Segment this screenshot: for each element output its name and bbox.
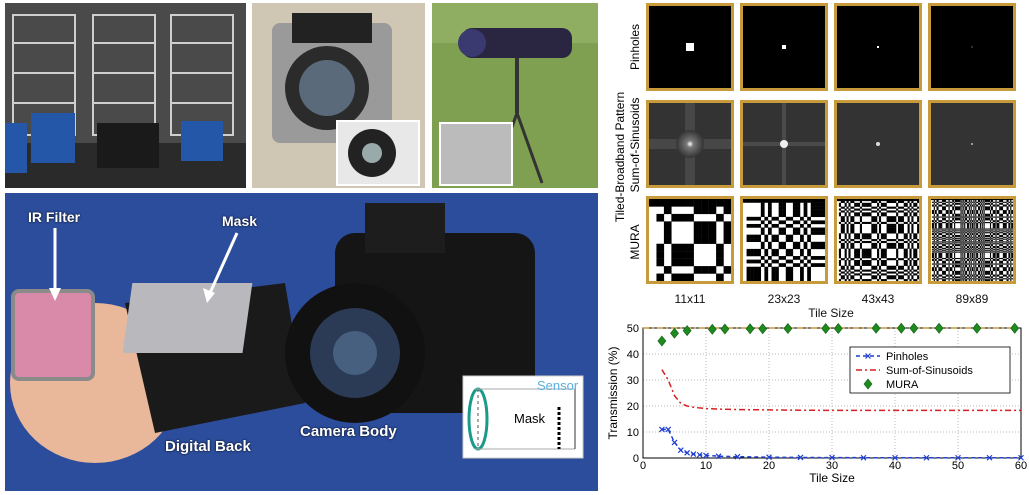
transmission-chart: 0 10 20 30 40 50 60 0 10 20 30 40 50 Tile Size Transmi… bbox=[606, 322, 1027, 485]
outdoor-tripod-photo bbox=[432, 3, 598, 188]
medium-format-camera-photo bbox=[5, 193, 598, 491]
sinusoid-tile bbox=[834, 100, 922, 188]
data-point-mura bbox=[934, 322, 944, 334]
legend-box bbox=[849, 346, 1011, 394]
row-label-pinholes: Pinholes bbox=[628, 23, 642, 71]
data-point-pinholes bbox=[715, 453, 722, 460]
data-point-pinholes bbox=[860, 454, 867, 461]
data-point-mura bbox=[670, 327, 679, 339]
x-tick-label: 20 bbox=[763, 460, 775, 472]
x-tick-label: 40 bbox=[889, 460, 901, 472]
data-point-mura bbox=[758, 323, 768, 335]
pinhole-tile bbox=[834, 3, 922, 91]
series-line-sum-of-sinusoids bbox=[661, 369, 1021, 412]
x-tick-label: 50 bbox=[952, 460, 964, 472]
x-tick-label: 10 bbox=[700, 460, 712, 472]
y-tick-label: 40 bbox=[627, 349, 639, 361]
legend-entry: MURA bbox=[886, 379, 919, 391]
data-point-mura bbox=[972, 322, 982, 334]
data-point-mura bbox=[783, 323, 793, 335]
data-point-mura bbox=[821, 323, 831, 335]
y-axis-label: Transmission (%) bbox=[606, 347, 620, 440]
digital-back-label: Digital Back bbox=[165, 438, 251, 455]
x-tick-label: 60 bbox=[1015, 460, 1027, 472]
camera-mount-photo bbox=[252, 3, 425, 188]
y-tick-label: 0 bbox=[633, 453, 639, 465]
data-point-pinholes bbox=[766, 454, 772, 461]
data-point-mura bbox=[1010, 322, 1020, 334]
row-label-mura: MURA bbox=[628, 224, 642, 260]
y-tick-label: 10 bbox=[627, 427, 639, 439]
pinhole-tile bbox=[646, 3, 734, 91]
legend-marker-pinholes bbox=[865, 353, 871, 359]
inset-sensor-label: Sensor bbox=[537, 378, 579, 393]
data-point-pinholes bbox=[665, 426, 672, 433]
legend-swatch-mura bbox=[863, 378, 873, 390]
data-point-pinholes bbox=[671, 439, 678, 446]
y-tick-label: 30 bbox=[627, 375, 639, 387]
data-point-mura bbox=[871, 322, 881, 334]
ir-filter-label: IR Filter bbox=[28, 209, 81, 225]
mura-tile bbox=[834, 196, 922, 284]
data-point-mura bbox=[896, 322, 906, 334]
pinhole-tile bbox=[928, 3, 1016, 91]
x-tick-label: 30 bbox=[826, 460, 838, 472]
data-point-pinholes bbox=[690, 451, 697, 458]
data-point-pinholes bbox=[734, 453, 741, 460]
x-axis-label: Tile Size bbox=[809, 471, 855, 485]
data-point-mura bbox=[707, 323, 717, 335]
camera-body-label: Camera Body bbox=[300, 423, 397, 440]
data-point-pinholes bbox=[696, 451, 703, 458]
data-point-mura bbox=[657, 335, 667, 347]
column-label-89x89: 89x89 bbox=[955, 292, 989, 306]
y-tick-label: 20 bbox=[627, 401, 639, 413]
pattern-grid-xlabel: Tile Size bbox=[808, 306, 854, 320]
data-point-pinholes bbox=[684, 449, 691, 456]
sinusoid-tile bbox=[740, 100, 828, 188]
pattern-group-label: Tiled-Broadband Pattern bbox=[613, 91, 627, 223]
x-tick-label: 0 bbox=[640, 460, 646, 472]
data-point-pinholes bbox=[1018, 454, 1024, 461]
sinusoid-tile bbox=[928, 100, 1016, 188]
sinusoid-tile bbox=[646, 100, 734, 188]
data-point-pinholes bbox=[923, 454, 930, 461]
mura-tile bbox=[646, 196, 734, 284]
data-point-mura bbox=[745, 323, 755, 335]
column-label-43x43: 43x43 bbox=[861, 292, 895, 306]
data-point-pinholes bbox=[892, 454, 898, 461]
data-point-mura bbox=[909, 322, 919, 334]
column-label-11x11: 11x11 bbox=[674, 292, 706, 306]
mask-label: Mask bbox=[222, 213, 258, 229]
data-point-pinholes bbox=[955, 454, 961, 461]
data-point-pinholes bbox=[797, 454, 804, 461]
legend-entry: Sum-of-Sinusoids bbox=[886, 365, 973, 377]
data-point-pinholes bbox=[829, 454, 835, 461]
series-line-pinholes bbox=[661, 428, 1021, 459]
y-tick-label: 50 bbox=[627, 323, 639, 335]
column-label-23x23: 23x23 bbox=[767, 292, 801, 306]
inset-mask-label: Mask bbox=[514, 411, 546, 426]
mura-tile bbox=[928, 196, 1016, 284]
pinhole-tile bbox=[740, 3, 828, 91]
data-point-pinholes bbox=[677, 447, 684, 454]
camera-array-photo bbox=[5, 3, 246, 188]
data-point-pinholes bbox=[658, 426, 665, 433]
data-point-mura bbox=[720, 323, 730, 335]
legend-entry: Pinholes bbox=[886, 351, 929, 363]
row-label-sum-of-sinusoids: Sum-of-Sinusoids bbox=[628, 97, 642, 193]
data-point-mura bbox=[833, 323, 843, 335]
data-point-pinholes bbox=[703, 452, 709, 459]
mura-tile bbox=[740, 196, 828, 284]
data-point-pinholes bbox=[986, 454, 993, 461]
data-point-mura bbox=[682, 325, 692, 337]
